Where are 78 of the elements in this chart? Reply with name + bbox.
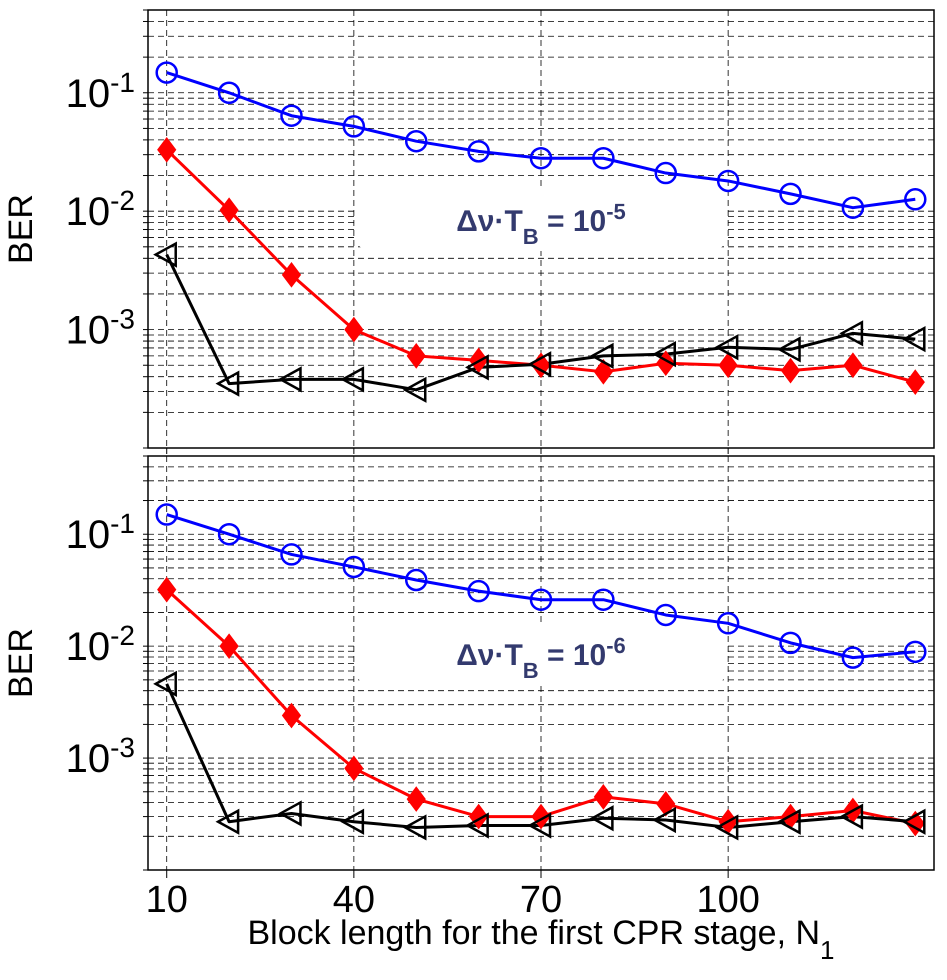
point [594,359,613,384]
point [904,188,927,211]
annotation: Δν·T$_{B}$ = 10$^{-5}$ [456,198,626,248]
point [779,632,802,654]
point [656,791,676,816]
y-tick-label: 10$^{-2}$ [66,184,135,234]
point [840,804,864,829]
point [840,321,864,346]
point [530,588,552,611]
annotation: Δν·T$_{B}$ = 10$^{-6}$ [456,632,626,682]
x-tick-label: 10 [146,879,188,921]
point [406,343,426,368]
point [282,262,301,288]
point [466,355,489,380]
point [466,813,489,838]
y-axis-title: BER [2,194,40,264]
point [279,367,302,392]
point [467,140,490,163]
point [716,170,740,192]
point [155,503,178,526]
point [344,317,364,342]
point [342,115,366,138]
point [591,344,614,368]
y-tick-label: 10$^{-1}$ [66,508,135,558]
point [718,352,738,378]
point [903,326,926,352]
point [404,815,426,840]
point [404,130,428,152]
point [220,198,239,223]
point [530,146,552,170]
point [342,556,366,578]
point [406,786,426,812]
point [654,808,676,832]
point [282,703,301,728]
point [654,604,678,626]
point [280,104,303,127]
point [220,634,239,659]
point [342,367,364,392]
point [279,801,302,826]
point [592,146,615,170]
y-axis-title: BER [2,628,40,698]
point [342,809,364,834]
point [344,756,364,781]
point [155,61,178,84]
point [716,612,740,635]
point [591,806,614,830]
point [906,370,925,395]
point [157,577,176,602]
point [467,580,490,602]
point [592,588,615,611]
point [157,137,176,162]
point [528,813,552,838]
point [216,371,240,396]
point [781,358,800,384]
point [778,809,801,834]
point [843,352,862,378]
point [654,342,676,366]
point [404,568,428,592]
point [716,815,738,840]
point [778,337,801,362]
point [154,242,177,267]
point [154,672,177,696]
y-tick-label: 10$^{-2}$ [66,620,135,670]
point [280,543,303,566]
point [716,334,738,360]
point [842,196,864,219]
point [654,162,678,184]
point [404,378,426,402]
y-tick-label: 10$^{-1}$ [66,66,135,116]
y-tick-label: 10$^{-3}$ [66,732,135,782]
y-tick-label: 10$^{-3}$ [66,303,135,353]
point [842,646,864,669]
point [594,784,613,810]
point [779,182,802,206]
point [218,82,240,104]
point [218,522,240,546]
point [904,640,927,664]
point [216,809,240,834]
